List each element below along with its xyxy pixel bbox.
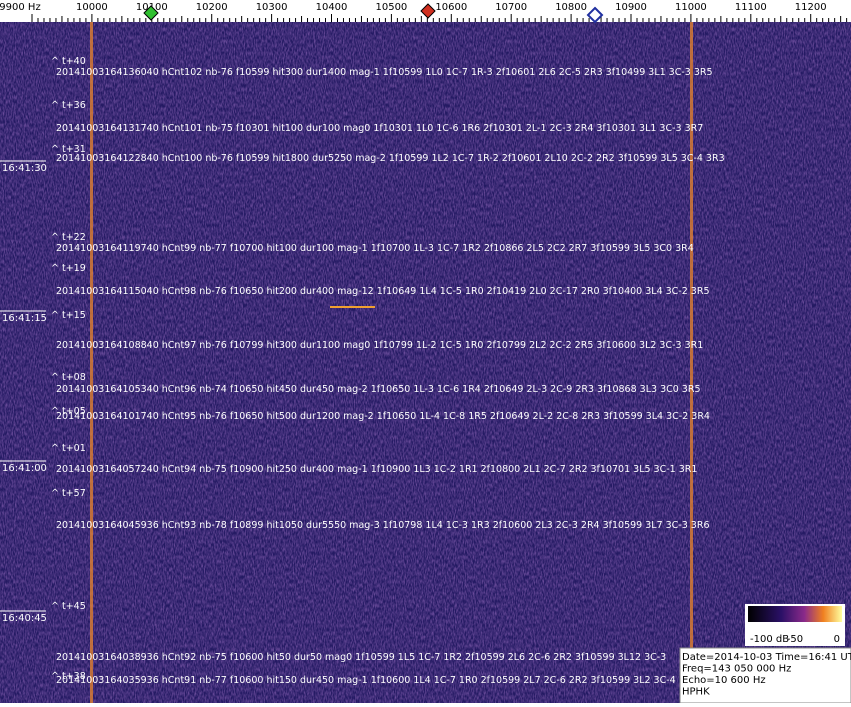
- time-label: 16:41:00: [2, 463, 47, 474]
- time-label: 16:41:15: [2, 313, 47, 324]
- event-marker: ^ t+08: [51, 372, 86, 383]
- info-line: Date=2014-10-03 Time=16:41 UTC: [682, 652, 851, 663]
- marker-red: [420, 3, 436, 19]
- echo-trace: [330, 306, 375, 308]
- event-text: 20141003164105340 hCnt96 nb-74 f10650 hi…: [56, 384, 701, 395]
- colorbar-label: -100 dB: [750, 634, 789, 645]
- event-text: 20141003164131740 hCnt101 nb-75 f10301 h…: [56, 123, 703, 134]
- freq-label: 10500: [375, 2, 407, 13]
- carrier-line: [90, 22, 93, 703]
- time-label: 16:40:45: [2, 613, 47, 624]
- freq-label: 11000: [675, 2, 707, 13]
- event-marker: ^ t+31: [51, 144, 86, 155]
- colorbar-label: -50: [787, 634, 803, 645]
- event-marker: ^ t+57: [51, 488, 86, 499]
- event-marker: ^ t+05: [51, 406, 86, 417]
- event-marker: ^ t+01: [51, 443, 86, 454]
- colorbar: [748, 606, 842, 622]
- event-text: 20141003164038936 hCnt92 nb-75 f10600 hi…: [56, 652, 666, 663]
- time-label: 16:41:30: [2, 163, 47, 174]
- event-text: 20141003164057240 hCnt94 nb-75 f10900 hi…: [56, 464, 697, 475]
- event-marker: ^ t+45: [51, 601, 86, 612]
- event-text: 20141003164045936 hCnt93 nb-78 f10899 hi…: [56, 520, 710, 531]
- marker-blue: [586, 6, 604, 24]
- freq-label: 11100: [735, 2, 767, 13]
- info-line: Freq=143 050 000 Hz: [682, 664, 791, 675]
- carrier-line: [690, 22, 693, 703]
- event-text: 20141003164136040 hCnt102 nb-76 f10599 h…: [56, 67, 713, 78]
- waterfall-noise: [0, 22, 851, 703]
- marker-green: [143, 5, 159, 21]
- event-marker: ^ t+36: [51, 100, 86, 111]
- event-text: 20141003164115040 hCnt98 nb-76 f10650 hi…: [56, 286, 710, 297]
- event-marker: ^ t+40: [51, 56, 86, 67]
- freq-label: 9900 Hz: [0, 2, 41, 13]
- freq-label: 10300: [256, 2, 288, 13]
- event-marker: ^ t+38: [51, 671, 86, 682]
- event-marker: ^ t+22: [51, 232, 86, 243]
- event-text: 20141003164119740 hCnt99 nb-77 f10700 hi…: [56, 243, 694, 254]
- freq-label: 10400: [316, 2, 348, 13]
- freq-label: 10200: [196, 2, 228, 13]
- event-text: 20141003164035936 hCnt91 nb-77 f10600 hi…: [56, 675, 676, 686]
- freq-label: 10900: [615, 2, 647, 13]
- colorbar-label: 0: [834, 634, 840, 645]
- info-line: Echo=10 600 Hz: [682, 675, 766, 686]
- event-text: 20141003164108840 hCnt97 nb-76 f10799 hi…: [56, 340, 703, 351]
- event-marker: ^ t+15: [51, 310, 86, 321]
- freq-label: 10000: [76, 2, 108, 13]
- freq-label: 10600: [435, 2, 467, 13]
- freq-label: 11200: [795, 2, 827, 13]
- freq-label: 10800: [555, 2, 587, 13]
- event-marker: ^ t+19: [51, 263, 86, 274]
- event-text: 20141003164122840 hCnt100 nb-76 f10599 h…: [56, 153, 725, 164]
- event-text: 20141003164101740 hCnt95 nb-76 f10650 hi…: [56, 411, 710, 422]
- info-box: [679, 647, 851, 704]
- info-line: HPHK: [682, 687, 710, 698]
- freq-label: 10700: [495, 2, 527, 13]
